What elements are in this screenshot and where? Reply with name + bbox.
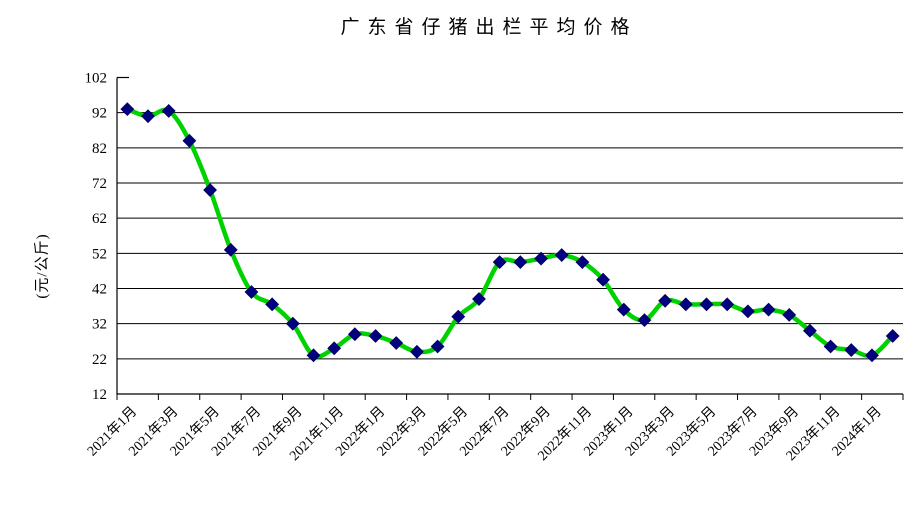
data-point-marker — [141, 109, 155, 124]
data-point-marker — [244, 285, 259, 299]
data-point-marker — [306, 348, 321, 363]
data-point-marker — [678, 297, 693, 312]
data-point-marker — [885, 329, 900, 343]
data-point-marker — [492, 255, 507, 270]
data-point-marker — [782, 307, 797, 322]
data-point-marker — [534, 251, 548, 266]
y-tick-label: 102 — [85, 71, 108, 87]
data-point-marker — [327, 341, 342, 356]
y-tick-label: 22 — [92, 352, 107, 368]
y-tick-label: 62 — [92, 211, 107, 227]
data-point-marker — [844, 343, 859, 357]
price-line — [125, 106, 895, 359]
data-point-marker — [616, 302, 631, 317]
data-point-marker — [596, 272, 610, 287]
x-tick-labels: 2021年1月2021年3月2021年5月2021年7月2021年9月2021年… — [84, 404, 884, 464]
y-tick-labels: 102 92 82 72 62 52 42 32 22 12 — [85, 71, 108, 404]
data-markers — [120, 102, 900, 363]
data-point-marker — [637, 313, 652, 328]
data-point-marker — [720, 297, 735, 312]
data-point-marker — [513, 255, 528, 270]
data-point-marker — [203, 183, 217, 197]
data-point-marker — [865, 348, 879, 363]
data-point-marker — [430, 339, 445, 354]
data-point-marker — [472, 292, 486, 306]
y-tick-label: 72 — [92, 176, 107, 192]
data-point-marker — [347, 327, 362, 342]
y-gridlines — [117, 112, 903, 360]
data-point-marker — [223, 242, 238, 257]
data-point-marker — [823, 339, 838, 354]
y-tick-label: 32 — [92, 317, 107, 333]
data-point-marker — [120, 102, 135, 117]
data-point-marker — [389, 336, 404, 350]
x-ticks — [116, 394, 904, 400]
data-point-marker — [658, 293, 673, 308]
data-point-marker — [410, 344, 424, 359]
data-point-marker — [740, 304, 755, 319]
data-point-marker — [699, 297, 714, 312]
data-point-marker — [161, 104, 176, 118]
data-point-marker — [575, 255, 590, 270]
data-point-marker — [761, 302, 776, 317]
data-point-marker — [803, 323, 817, 338]
data-point-marker — [368, 329, 383, 343]
axes — [116, 76, 903, 395]
data-point-marker — [554, 248, 569, 262]
y-tick-label: 42 — [92, 282, 107, 298]
data-point-marker — [285, 316, 300, 331]
y-tick-label: 52 — [92, 246, 107, 262]
y-tick-label: 92 — [92, 106, 107, 122]
y-tick-label: 12 — [92, 387, 107, 403]
data-point-marker — [265, 297, 280, 312]
data-point-marker — [451, 309, 466, 324]
chart-title: 广东省仔猪出栏平均价格 — [340, 17, 638, 38]
data-point-marker — [182, 133, 197, 148]
y-tick-label: 82 — [92, 141, 107, 157]
